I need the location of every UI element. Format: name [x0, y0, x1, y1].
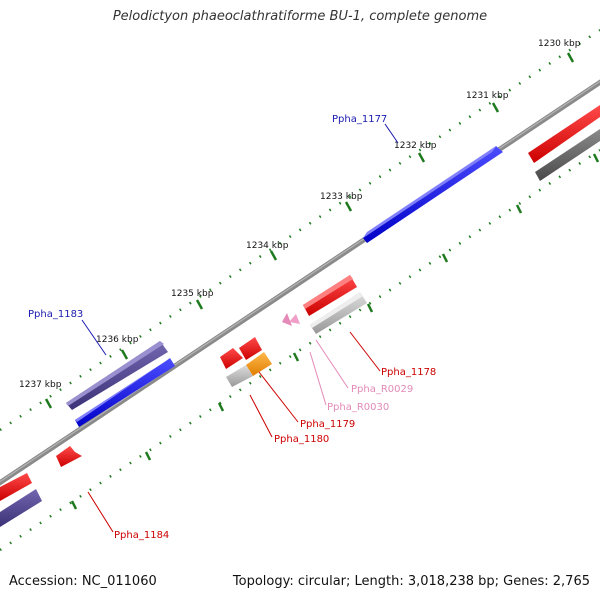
gene-label-ppha-1180[interactable]: Ppha_1180 — [274, 434, 329, 445]
major-tick — [592, 153, 600, 163]
gene-darkgray-right[interactable] — [535, 129, 600, 181]
leader-line — [384, 123, 399, 144]
major-tick — [217, 402, 225, 412]
map-title: Pelodictyon phaeoclathratiforme BU-1, co… — [112, 9, 488, 24]
gene-ppha-1183-blue[interactable] — [75, 358, 175, 427]
tick-label: 1230 kbp — [538, 39, 581, 49]
major-tick — [417, 152, 426, 163]
gene-ppha-1183-navy[interactable] — [66, 341, 168, 410]
major-tick — [441, 253, 449, 263]
tick-label: 1231 kbp — [466, 91, 509, 101]
leader-line — [87, 491, 114, 533]
lower-dotted-line — [0, 148, 600, 552]
upper-dotted-line — [0, 28, 600, 432]
leader-line — [309, 351, 327, 406]
major-tick — [515, 204, 523, 214]
upper-scale: 1230 kbp 1231 kbp 1232 kbp 1233 kbp 1234… — [0, 28, 600, 432]
major-tick — [566, 52, 575, 63]
tick-label: 1232 kbp — [394, 141, 437, 151]
major-tick — [366, 303, 374, 313]
gene-ppha-r0030[interactable] — [282, 313, 292, 326]
gene-ppha-1178-gray[interactable] — [310, 292, 367, 334]
tick-label: 1233 kbp — [320, 192, 363, 202]
major-tick — [70, 500, 78, 510]
gene-ppha-r0029[interactable] — [289, 314, 300, 324]
major-tick — [120, 349, 129, 360]
gene-ppha-1178-red[interactable] — [303, 275, 357, 316]
tick-label: 1234 kbp — [246, 241, 289, 251]
gene-ppha-1180-red[interactable] — [220, 348, 243, 369]
leader-line — [249, 394, 273, 438]
gene-label-ppha-r0029[interactable]: Ppha_R0029 — [351, 384, 413, 395]
genome-backbone-highlight — [0, 80, 600, 483]
gene-label-ppha-1177[interactable]: Ppha_1177 — [332, 114, 387, 125]
gene-label-ppha-1183[interactable]: Ppha_1183 — [28, 309, 83, 320]
genome-summary-text: Topology: circular; Length: 3,018,238 bp… — [232, 574, 590, 589]
major-tick — [344, 201, 353, 212]
gene-label-ppha-r0030[interactable]: Ppha_R0030 — [327, 402, 389, 413]
gene-ppha-1177[interactable] — [363, 146, 503, 243]
tick-label: 1237 kbp — [19, 380, 62, 390]
major-tick — [269, 250, 278, 261]
tick-label: 1235 kbp — [171, 289, 214, 299]
gene-ppha-1179-orange[interactable] — [246, 352, 272, 376]
major-tick — [292, 352, 300, 362]
leader-line — [81, 319, 107, 356]
gene-label-ppha-1178[interactable]: Ppha_1178 — [381, 367, 436, 378]
leader-line — [349, 331, 381, 372]
gene-navy-left[interactable] — [0, 489, 42, 527]
gene-ppha-1180-gray[interactable] — [226, 365, 253, 387]
gene-ppha-1184[interactable] — [56, 446, 82, 467]
accession-text: Accession: NC_011060 — [9, 574, 157, 589]
genome-backbone — [0, 79, 600, 486]
gene-ppha-1179-red[interactable] — [239, 337, 262, 360]
major-tick — [144, 451, 152, 461]
major-tick — [44, 398, 53, 409]
tick-label: 1236 kbp — [96, 335, 139, 345]
major-tick — [195, 299, 204, 310]
leader-line — [258, 371, 299, 423]
major-tick — [491, 102, 500, 113]
gene-label-ppha-1179[interactable]: Ppha_1179 — [300, 419, 355, 430]
gene-red-right-upper[interactable] — [528, 105, 600, 163]
gene-label-ppha-1184[interactable]: Ppha_1184 — [114, 530, 169, 541]
leader-line — [315, 339, 349, 389]
gene-red-left-upper[interactable] — [0, 473, 32, 501]
lower-scale — [0, 148, 600, 552]
